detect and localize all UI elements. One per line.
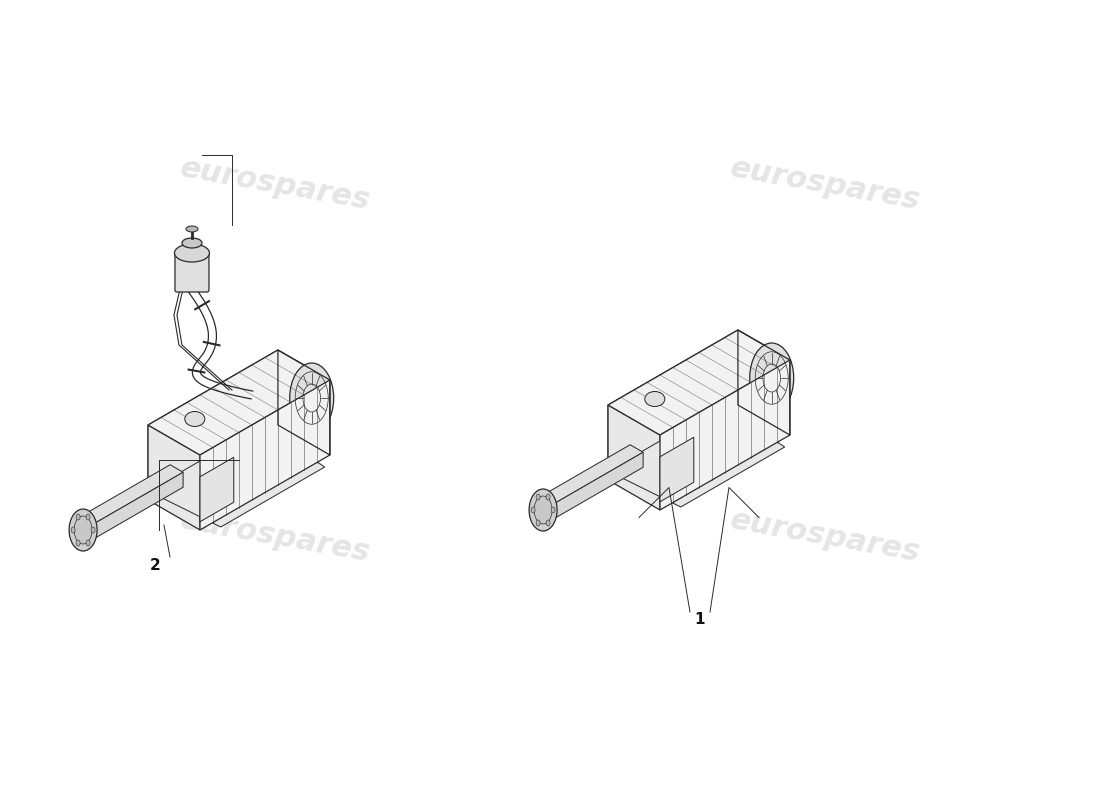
Polygon shape [660,438,694,502]
Ellipse shape [91,527,95,533]
Ellipse shape [76,540,80,546]
Ellipse shape [645,391,664,406]
Ellipse shape [535,496,552,524]
Polygon shape [200,380,330,530]
Polygon shape [77,465,183,526]
Polygon shape [89,472,183,542]
Text: eurospares: eurospares [177,153,373,215]
Polygon shape [148,350,278,500]
Text: 2: 2 [150,558,161,573]
Ellipse shape [289,363,333,433]
Text: eurospares: eurospares [727,505,923,567]
Text: eurospares: eurospares [177,505,373,567]
Ellipse shape [86,514,90,520]
Ellipse shape [186,226,198,232]
Ellipse shape [76,514,80,520]
Ellipse shape [69,509,97,551]
FancyBboxPatch shape [175,253,209,292]
Ellipse shape [72,527,75,533]
Polygon shape [660,360,790,510]
Ellipse shape [531,507,535,513]
Polygon shape [608,330,790,435]
Ellipse shape [546,494,550,500]
Polygon shape [148,425,200,530]
Ellipse shape [536,520,540,526]
Ellipse shape [86,540,90,546]
Ellipse shape [182,238,202,248]
Polygon shape [608,330,738,480]
Ellipse shape [175,244,209,262]
Ellipse shape [551,507,556,513]
Polygon shape [608,405,784,507]
Polygon shape [550,452,644,522]
Ellipse shape [750,343,794,413]
Text: eurospares: eurospares [727,153,923,215]
Ellipse shape [529,489,557,531]
Ellipse shape [74,516,92,544]
Polygon shape [537,445,643,506]
Ellipse shape [536,494,540,500]
Polygon shape [608,405,660,510]
Ellipse shape [546,520,550,526]
Text: 1: 1 [695,613,705,627]
Ellipse shape [185,411,205,426]
Polygon shape [148,350,330,455]
Polygon shape [148,425,324,527]
Polygon shape [200,458,234,522]
